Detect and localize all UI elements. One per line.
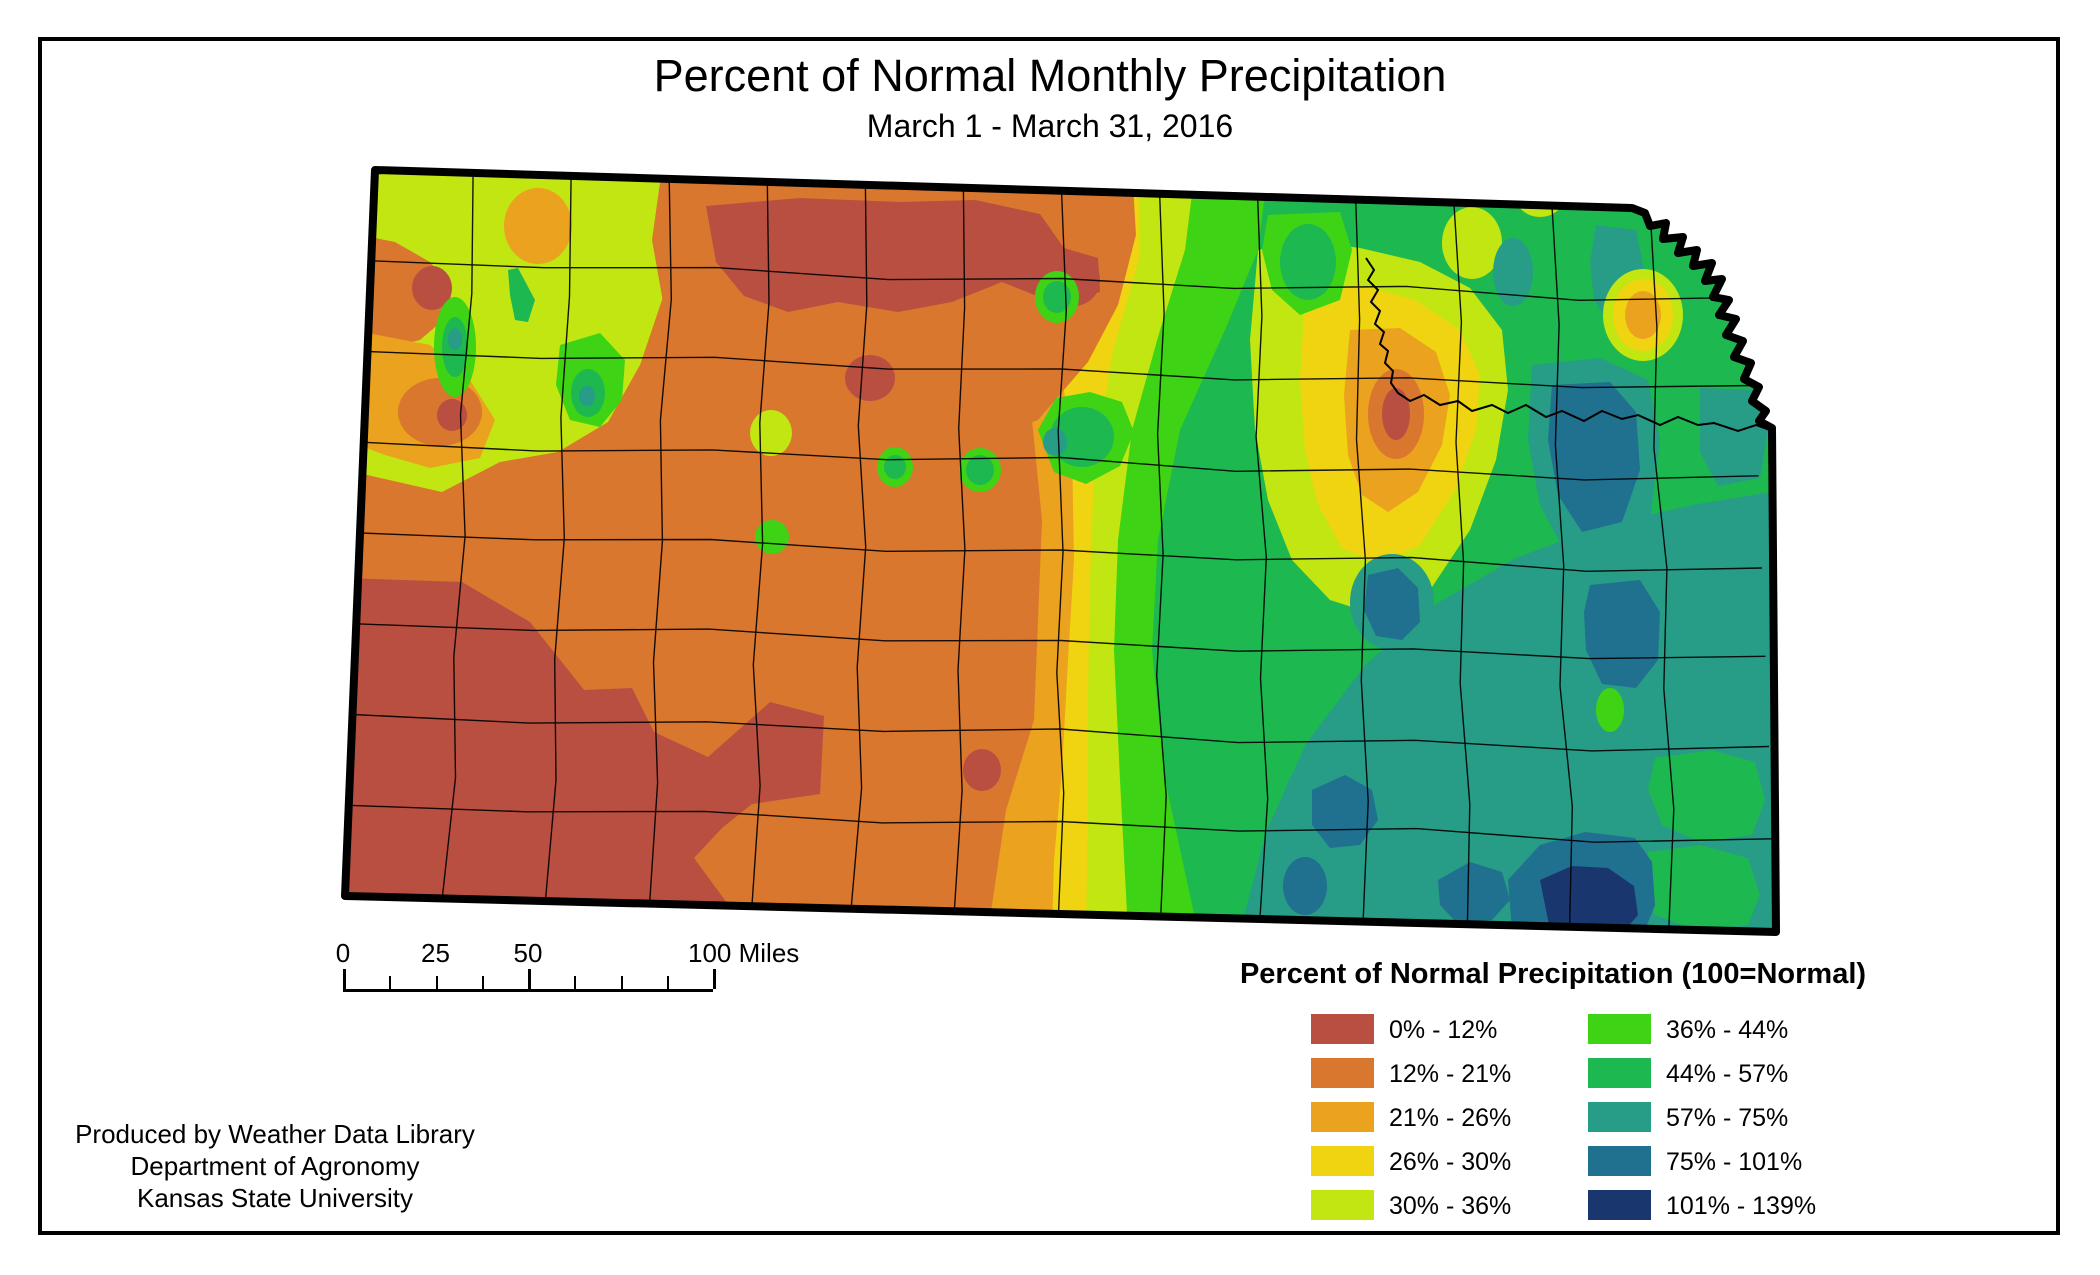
legend-label: 36% - 44% [1666,1016,1789,1044]
legend-label: 30% - 36% [1389,1192,1512,1220]
legend-swatch [1588,1190,1651,1220]
scale-bar-line [713,969,716,989]
scale-bar-label: 50 [513,938,543,968]
scale-bar-line [528,969,531,989]
legend-label: 101% - 139% [1666,1192,1817,1220]
page-border-frame [38,37,2060,1235]
legend-swatch [1311,1102,1374,1132]
legend-swatch [1311,1014,1374,1044]
legend-swatch [1311,1146,1374,1176]
county-boundary [359,532,1763,573]
county-boundary [1649,207,1675,930]
credits-line-3: Kansas State University [136,1183,413,1213]
county-boundary [1551,204,1574,927]
county-boundary [348,804,1773,843]
legend-title: Percent of Normal Precipitation (100=Nor… [1239,958,1867,990]
scale-bar-line [435,976,438,989]
county-boundary [544,175,572,902]
county-grid [348,172,1773,930]
southwest-dry-contours [345,578,1001,932]
county-boundary [648,178,673,904]
map-subtitle: March 1 - March 31, 2016 [866,108,1234,144]
scale-bar-line [389,976,392,989]
county-boundary [1155,192,1167,917]
county-boundary [367,350,1756,389]
county-boundary [356,623,1766,660]
northeast-contours [1262,173,1768,560]
scale-bar-line [343,969,346,989]
west-green-spots [434,268,1134,554]
county-boundary [1453,201,1471,925]
legend-swatch [1588,1014,1651,1044]
scale-bar-label: 25 [421,938,450,968]
legend-swatch [1588,1146,1651,1176]
county-boundary [1355,198,1369,922]
county-boundary [953,187,966,912]
legend-label: 44% - 57% [1666,1060,1789,1088]
map-title: Percent of Normal Monthly Precipitation [653,50,1447,101]
county-boundary [352,713,1770,752]
southeast-wet-contours [1282,554,1765,930]
credits-line-2: Department of Agronomy [130,1151,420,1181]
scale-bar-line [481,976,484,989]
legend-label: 0% - 12% [1389,1016,1498,1044]
scale-bar-line [343,989,713,992]
county-boundary [441,172,474,899]
kansas-river [1365,257,1773,433]
county-boundary [751,181,770,907]
scale-bar-line [574,976,577,989]
legend-label: 21% - 26% [1389,1104,1512,1132]
legend-swatch [1588,1102,1651,1132]
county-boundary [363,441,1759,481]
county-boundary [1255,195,1269,920]
legend-label: 75% - 101% [1666,1148,1803,1176]
northeast-dry-intrusion [1250,240,1508,616]
county-boundary [371,260,1752,302]
legend-label: 26% - 30% [1389,1148,1512,1176]
county-boundary [850,184,868,909]
scale-bar-line [620,976,623,989]
legend-swatch [1311,1190,1374,1220]
legend-label: 57% - 75% [1666,1104,1789,1132]
county-boundary [1056,189,1068,915]
legend-swatch [1311,1058,1374,1088]
legend-label: 12% - 21% [1389,1060,1512,1088]
credits-block: Produced by Weather Data Library Departm… [40,1118,510,1214]
scale-bar-label: 100 Miles [688,938,800,968]
scale-bar-line [666,976,669,989]
legend-swatch [1588,1058,1651,1088]
credits-line-1: Produced by Weather Data Library [75,1119,475,1149]
scale-bar-label: 0 [335,938,351,968]
kansas-state-outline [341,166,1780,936]
